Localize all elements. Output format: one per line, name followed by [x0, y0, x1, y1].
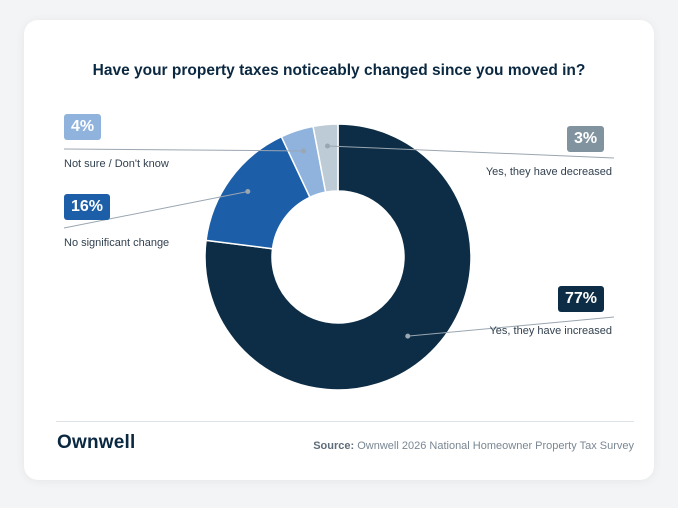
- chart-card: Have your property taxes noticeably chan…: [24, 20, 654, 480]
- label-decreased: Yes, they have decreased: [485, 166, 612, 178]
- slice-increased: [204, 123, 472, 391]
- footer-divider: [56, 421, 634, 422]
- leader-not-sure: [63, 148, 307, 154]
- badge-not-sure: 4%: [64, 114, 102, 140]
- leader-no-change: [63, 188, 251, 229]
- leader-increased: [405, 316, 615, 339]
- source-text: Ownwell 2026 National Homeowner Property…: [357, 440, 634, 452]
- source-note: Source: Ownwell 2026 National Homeowner …: [313, 440, 634, 452]
- source-label: Source:: [313, 440, 355, 452]
- badge-no-change: 16%: [64, 194, 111, 220]
- chart-title: Have your property taxes noticeably chan…: [92, 62, 586, 79]
- label-increased: Yes, they have increased: [489, 325, 612, 337]
- badge-increased: 77%: [558, 286, 605, 312]
- ownwell-logo: Ownwell: [57, 432, 136, 453]
- leader-decreased: [325, 143, 615, 159]
- badge-decreased: 3%: [567, 126, 605, 152]
- donut-chart: [63, 123, 615, 391]
- label-no-change: No significant change: [64, 237, 170, 249]
- label-not-sure: Not sure / Don't know: [64, 158, 169, 170]
- slice-decreased: [312, 123, 339, 194]
